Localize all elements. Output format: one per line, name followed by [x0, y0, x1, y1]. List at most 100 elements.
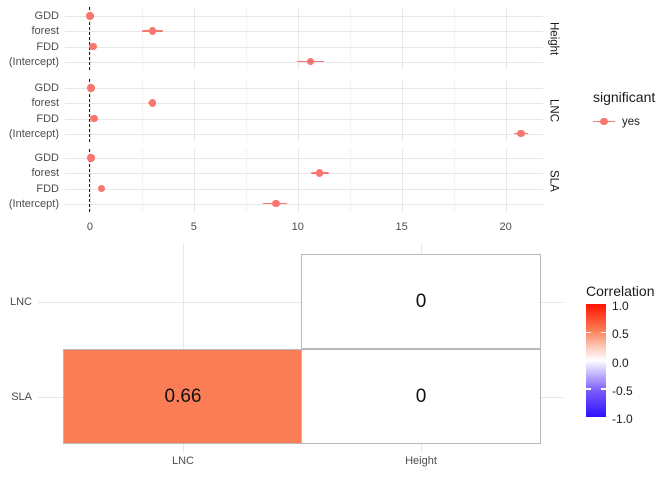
- colourbar-tick-mark: [601, 331, 606, 334]
- estimate-point: [148, 27, 156, 35]
- estimate-point: [315, 169, 324, 177]
- gridline-y: [65, 103, 543, 104]
- y-axis-label: forest: [31, 25, 59, 37]
- x-axis-tick-label: 10: [291, 221, 304, 233]
- zero-reference-line: [89, 7, 91, 70]
- correlation-legend-tick-label: 0.0: [612, 355, 629, 370]
- estimate-point: [86, 12, 94, 20]
- y-axis-label: (Intercept): [8, 197, 59, 210]
- pointrange-key-icon: [593, 117, 615, 126]
- heatmap-cell-sla-lnc: 0.66: [63, 349, 303, 444]
- y-axis-label: GDD: [34, 82, 59, 94]
- gridline-y: [65, 118, 543, 120]
- colourbar-tick-mark: [586, 388, 591, 390]
- gridline-x-major: [505, 79, 507, 142]
- x-axis-tick-label: 5: [190, 221, 197, 233]
- estimate-point: [97, 184, 106, 193]
- heatmap-cell-lnc-height: 0: [301, 254, 541, 349]
- gridline-x: [183, 243, 184, 453]
- estimate-point: [89, 42, 97, 51]
- heatmap-cell-value: 0.66: [164, 385, 202, 407]
- heatmap-cell-value: 0: [415, 385, 427, 407]
- gridline-x-major: [401, 7, 403, 70]
- gridline-x-minor: [245, 149, 247, 212]
- estimate-point: [87, 84, 95, 92]
- gridline-x-major: [89, 79, 91, 142]
- y-axis-label: FDD: [36, 112, 59, 125]
- gridline-y: [65, 46, 543, 48]
- x-axis-tick-label: 15: [395, 221, 408, 233]
- gridline-y: [65, 188, 543, 190]
- gridline-x-major: [401, 79, 403, 142]
- significant-legend-title: significant: [593, 89, 656, 105]
- zero-reference-line: [89, 79, 91, 142]
- y-axis-label: forest: [31, 97, 59, 109]
- gridline-x-minor: [349, 7, 351, 70]
- gridline-y: [65, 16, 543, 17]
- estimate-point: [87, 154, 95, 162]
- gridline-y: [65, 158, 543, 159]
- gridline-y: [65, 133, 543, 135]
- gridline-x-minor: [349, 79, 351, 142]
- gridline-x-major: [89, 7, 91, 70]
- y-axis-label: GDD: [34, 10, 59, 22]
- gridline-x-minor: [349, 149, 351, 212]
- gridline-x-minor: [453, 149, 455, 212]
- gridline-y: [65, 203, 543, 205]
- gridline-x-minor: [245, 79, 247, 142]
- gridline-x-major: [297, 7, 299, 70]
- gridline-x-minor: [141, 7, 143, 70]
- correlation-legend-tick-label: -1.0: [612, 412, 633, 426]
- facet-strip-height: Height: [547, 21, 560, 56]
- gridline-y: [65, 88, 543, 89]
- y-axis-label: forest: [31, 167, 59, 179]
- zero-reference-line: [89, 149, 91, 212]
- gridline-x-minor: [245, 7, 247, 70]
- gridline-x-minor: [141, 79, 143, 142]
- y-axis-label: FDD: [36, 40, 59, 53]
- estimate-point: [90, 114, 98, 123]
- x-axis-tick-label: 20: [499, 221, 512, 233]
- heatmap-x-axis-label: LNC: [171, 455, 194, 467]
- gridline-x-major: [297, 149, 299, 212]
- gridline-x-minor: [453, 7, 455, 70]
- gridline-x-major: [89, 149, 91, 212]
- estimate-point: [148, 99, 156, 107]
- point-key-icon: [600, 117, 608, 126]
- estimate-point: [272, 199, 280, 208]
- x-axis-tick-label: 0: [86, 221, 93, 233]
- correlation-legend-title: Correlation: [586, 283, 655, 299]
- heatmap-cell-sla-height: 0: [301, 349, 541, 444]
- gridline-y: [65, 31, 543, 32]
- colourbar-tick-mark: [586, 331, 591, 334]
- gridline-y: [65, 173, 543, 174]
- y-axis-label: FDD: [36, 182, 59, 195]
- estimate-point: [306, 57, 314, 66]
- heatmap-y-axis-label: SLA: [11, 390, 32, 403]
- gridline-x-major: [193, 149, 195, 212]
- gridline-x-major: [193, 7, 195, 70]
- facet-strip-sla: SLA: [547, 169, 560, 192]
- gridline-x-minor: [141, 149, 143, 212]
- estimate-point: [517, 129, 525, 138]
- gridline-x-minor: [453, 79, 455, 142]
- y-axis-label: (Intercept): [8, 127, 59, 140]
- correlation-legend-tick-label: 1.0: [612, 299, 629, 313]
- gridline-x-major: [505, 7, 507, 70]
- heatmap-cell-value: 0: [415, 290, 427, 312]
- correlation-legend-tick-label: 0.5: [612, 327, 629, 342]
- y-axis-label: GDD: [34, 152, 59, 164]
- correlation-legend-tick-label: -0.5: [612, 383, 633, 398]
- significant-legend-key: yes: [593, 114, 640, 129]
- significant-legend-item-label: yes: [622, 115, 640, 128]
- gridline-x-major: [297, 79, 299, 142]
- gridline-y: [38, 301, 563, 303]
- heatmap-x-axis-label: Height: [405, 455, 437, 467]
- facet-strip-lnc: LNC: [547, 98, 560, 122]
- y-axis-label: (Intercept): [8, 55, 59, 68]
- gridline-x-major: [401, 149, 403, 212]
- colourbar-tick-mark: [601, 388, 606, 390]
- gridline-x-major: [505, 149, 507, 212]
- heatmap-y-axis-label: LNC: [9, 295, 32, 308]
